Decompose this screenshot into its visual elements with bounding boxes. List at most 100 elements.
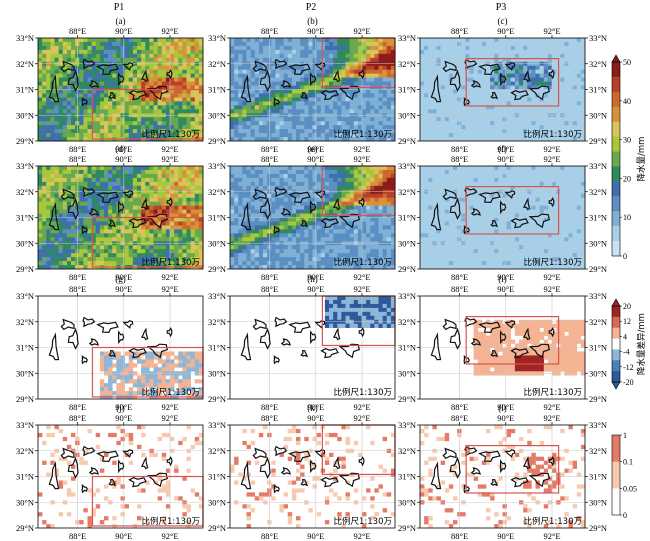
x-tick-label: 92°E [161, 284, 178, 294]
y-tick-label: 33°N [208, 33, 226, 43]
y-tick-label: 31°N [208, 472, 226, 482]
lake-outline [128, 348, 147, 359]
raster-field [230, 425, 396, 529]
lake-outline [280, 338, 292, 346]
lake-outline [522, 69, 531, 83]
lake-outline [430, 332, 442, 361]
x-tick-label: 88°E [69, 402, 86, 412]
lake-outline [166, 327, 173, 338]
lake-outline [499, 72, 507, 87]
panel-letter: (i) [498, 274, 507, 284]
raster-field [420, 425, 586, 529]
x-tick-label: 90°E [115, 26, 132, 36]
y-tick-label: 31°N [16, 85, 34, 95]
x-tick-label: 88°E [451, 284, 468, 294]
y-tick-label: 31°N [398, 343, 416, 353]
lake-outline [117, 200, 125, 215]
study-area-box [465, 57, 560, 107]
colorbar-segment [612, 91, 620, 108]
x-tick-label: 88°E [261, 26, 278, 36]
x-tick-label: 90°E [115, 413, 132, 423]
colorbar-group: 50403020100降水量/mm20124-4-12-20降水量差异/mm10… [611, 54, 647, 520]
colorbar-tick-label: 20 [623, 174, 631, 183]
x-tick-label: 92°E [543, 272, 560, 282]
x-tick-label: 88°E [261, 154, 278, 164]
lake-outline [273, 483, 280, 494]
y-tick-label: 30°N [398, 110, 416, 120]
lake-outline [122, 190, 134, 199]
y-tick-label: 29°N [589, 264, 607, 274]
lake-outline [96, 191, 119, 204]
scale-label: 比例尺1:130万 [142, 129, 201, 140]
y-tick-label: 31°N [398, 472, 416, 482]
lake-outline [430, 202, 442, 231]
lake-outline [490, 219, 498, 228]
lake-outline [309, 200, 317, 215]
colorbar-title: 降水量差异/mm [636, 313, 647, 375]
scale-label: 比例尺1:130万 [334, 387, 393, 398]
y-tick-label: 30°N [589, 238, 607, 248]
x-tick-label: 92°E [161, 402, 178, 412]
x-tick-label: 90°E [115, 284, 132, 294]
y-tick-label: 32°N [16, 317, 34, 327]
x-tick-label: 90°E [497, 144, 514, 154]
lake-outline [252, 60, 267, 73]
lake-outline [449, 456, 461, 479]
scale-label: 比例尺1:130万 [524, 129, 583, 140]
lake-outline [259, 456, 271, 479]
x-tick-label: 88°E [69, 154, 86, 164]
x-tick-label: 90°E [115, 272, 132, 282]
x-tick-label: 90°E [497, 154, 514, 164]
map-panel: 比例尺1:130万(l)88°E88°E90°E90°E92°E92°E33°N… [398, 403, 607, 541]
y-tick-label: 33°N [398, 420, 416, 430]
lake-outline [274, 316, 288, 328]
y-tick-label: 31°N [589, 343, 607, 353]
lake-outline [430, 461, 442, 490]
lake-outline [274, 58, 288, 70]
lake-outline [470, 467, 482, 475]
lake-outline [166, 69, 173, 80]
colorbar-segment [612, 327, 620, 339]
panel-letter: (b) [307, 16, 318, 26]
colorbar-tick-label: 0 [623, 252, 627, 261]
colorbar-segment [612, 349, 620, 361]
lake-outline [300, 478, 308, 487]
lake-outline [67, 456, 79, 479]
panel-letter: (h) [307, 274, 318, 284]
y-tick-label: 33°N [16, 33, 34, 43]
x-tick-label: 92°E [353, 144, 370, 154]
y-tick-label: 31°N [208, 343, 226, 353]
lake-outline [240, 74, 252, 103]
lake-outline [88, 208, 99, 216]
y-tick-label: 29°N [589, 394, 607, 404]
lake-outline [280, 467, 292, 475]
lake-outline [463, 96, 470, 107]
lake-outline [478, 63, 501, 76]
x-tick-label: 88°E [451, 26, 468, 36]
y-tick-label: 33°N [589, 420, 607, 430]
y-tick-label: 31°N [16, 343, 34, 353]
x-tick-label: 92°E [543, 144, 560, 154]
y-tick-label: 30°N [398, 497, 416, 507]
lake-outline [128, 218, 147, 229]
colorbar-tick-label: -20 [623, 378, 634, 387]
x-tick-label: 88°E [261, 531, 278, 541]
x-tick-label: 92°E [543, 26, 560, 36]
x-tick-label: 90°E [115, 531, 132, 541]
lake-outline [117, 72, 125, 87]
lake-outline [259, 197, 271, 220]
x-tick-label: 88°E [451, 144, 468, 154]
y-tick-label: 30°N [398, 368, 416, 378]
lake-outline [288, 450, 311, 463]
x-tick-label: 90°E [497, 402, 514, 412]
lake-outline [67, 69, 79, 92]
lake-outline [309, 459, 317, 474]
y-tick-label: 33°N [208, 291, 226, 301]
lake-outline [288, 321, 311, 334]
lake-outline [146, 472, 169, 488]
x-tick-label: 92°E [161, 531, 178, 541]
x-tick-label: 92°E [353, 272, 370, 282]
lake-outline [288, 191, 311, 204]
lake-outline [499, 200, 507, 215]
